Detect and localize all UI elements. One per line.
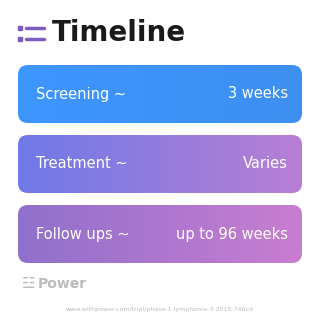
Text: Timeline: Timeline [52, 19, 186, 47]
Text: Power: Power [38, 277, 87, 291]
Text: 3 weeks: 3 weeks [228, 87, 288, 101]
Text: up to 96 weeks: up to 96 weeks [176, 227, 288, 242]
Text: Screening ~: Screening ~ [36, 87, 126, 101]
Text: Treatment ~: Treatment ~ [36, 157, 128, 171]
Text: Follow ups ~: Follow ups ~ [36, 227, 130, 242]
Text: Varies: Varies [243, 157, 288, 171]
Text: ☳: ☳ [22, 277, 36, 291]
Text: www.withpower.com/trial/phase-1-lymphoma-3-2018-746cd: www.withpower.com/trial/phase-1-lymphoma… [66, 307, 254, 313]
